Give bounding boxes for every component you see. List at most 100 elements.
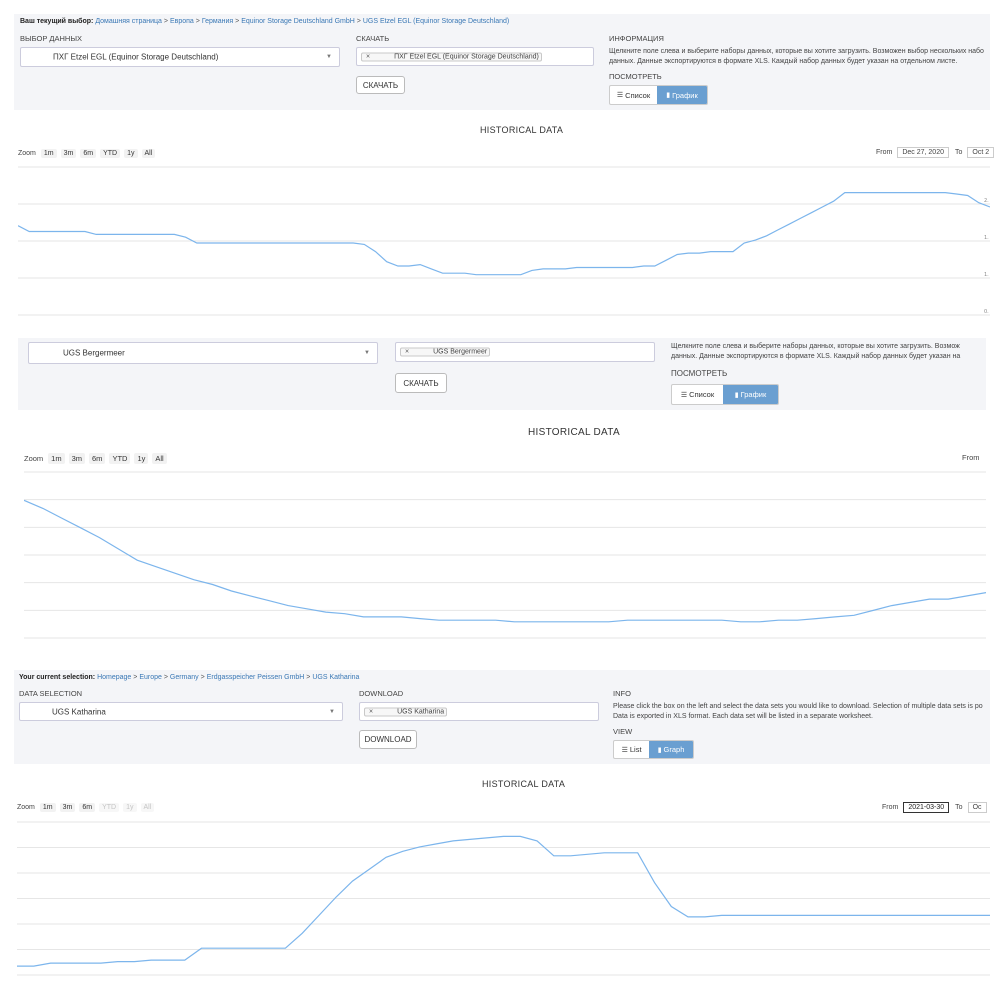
info-label: ИНФОРМАЦИЯ <box>609 34 664 43</box>
series-line <box>18 192 990 276</box>
breadcrumb-link-operator[interactable]: Erdgasspeicher Peissen GmbH <box>206 674 305 681</box>
info-text: Щелкните поле слева и выберите наборы да… <box>671 343 961 360</box>
data-selection-label: DATA SELECTION <box>19 689 83 698</box>
view-graph-button[interactable]: ▮ График <box>657 86 707 104</box>
view-list-button[interactable]: ☰ Список <box>680 390 715 399</box>
from-label: From <box>882 804 899 811</box>
historical-chart-3 <box>17 821 990 976</box>
zoom-3m-button[interactable]: 3m <box>68 453 86 464</box>
download-button[interactable]: СКАЧАТЬ <box>356 76 405 94</box>
breadcrumb-label: Your current selection: <box>19 674 96 681</box>
zoom-all-button[interactable]: All <box>141 149 156 158</box>
download-tag: × UGS Katharina <box>364 707 448 716</box>
view-list-button[interactable]: ☰ Список <box>616 90 651 100</box>
bar-chart-icon: ▮ <box>666 92 671 99</box>
download-tag-label: ПХГ Etzel EGL (Equinor Storage Deutschla… <box>394 53 539 60</box>
breadcrumb: Your current selection: Homepage > Europ… <box>19 674 360 681</box>
view-graph-button[interactable]: ▮ График <box>723 385 778 404</box>
download-tag-input[interactable]: × UGS Katharina <box>359 702 599 721</box>
zoom-1m-button[interactable]: 1m <box>40 149 57 158</box>
view-label: ПОСМОТРЕТЬ <box>671 369 728 378</box>
date-range: From 2021-03-30 To Oc <box>882 802 993 813</box>
remove-x-icon[interactable]: × <box>369 708 374 715</box>
breadcrumb-link-facility[interactable]: UGS Katharina <box>312 674 360 681</box>
zoom-6m-button[interactable]: 6m <box>80 149 97 158</box>
download-tag-input[interactable]: × ПХГ Etzel EGL (Equinor Storage Deutsch… <box>356 47 594 66</box>
caret-down-icon: ▼ <box>364 350 370 356</box>
view-toggle: ☰ Список ▮ График <box>609 85 708 105</box>
from-date-input[interactable]: Dec 27, 2020 <box>897 147 949 158</box>
y-tick-label: 1. <box>984 235 989 241</box>
zoom-ytd-button[interactable]: YTD <box>109 453 131 464</box>
to-label: To <box>955 804 963 811</box>
info-text: Please click the box on the left and sel… <box>613 703 983 720</box>
download-label: DOWNLOAD <box>359 689 404 698</box>
zoom-3m-button[interactable]: 3m <box>60 149 77 158</box>
zoom-1m-button[interactable]: 1m <box>48 453 65 464</box>
zoom-all-button[interactable]: All <box>152 453 167 464</box>
data-selection-value: ПХГ Etzel EGL (Equinor Storage Deutschla… <box>53 52 219 62</box>
zoom-controls: Zoom 1m 3m 6m YTD 1y All <box>18 149 159 158</box>
list-icon: ☰ <box>621 746 628 754</box>
bar-chart-icon: ▮ <box>657 746 662 754</box>
zoom-label: Zoom <box>17 804 35 811</box>
bar-chart-icon: ▮ <box>734 391 739 399</box>
from-date-input[interactable]: 2021-03-30 <box>903 802 950 813</box>
chart-title: HISTORICAL DATA <box>528 427 620 438</box>
selection-panel-2: UGS Bergermeer ▼ × UGS Bergermeer СКАЧАТ… <box>18 338 986 410</box>
breadcrumb: Ваш текущий выбор: Домашняя страница > Е… <box>20 18 510 25</box>
download-tag-input[interactable]: × UGS Bergermeer <box>395 342 655 362</box>
zoom-1y-button[interactable]: 1y <box>123 803 137 812</box>
breadcrumb-link-region[interactable]: Европа <box>169 18 194 25</box>
breadcrumb-link-facility[interactable]: UGS Etzel EGL (Equinor Storage Deutschla… <box>362 18 510 25</box>
to-date-input[interactable]: Oct 2 <box>967 147 995 158</box>
breadcrumb-link-country[interactable]: Germany <box>169 674 199 681</box>
view-graph-button[interactable]: ▮ Graph <box>649 741 693 758</box>
view-list-button[interactable]: ☰ List <box>621 745 642 754</box>
chart-title: HISTORICAL DATA <box>482 779 566 789</box>
breadcrumb-link-region[interactable]: Europe <box>139 674 162 681</box>
breadcrumb-link-country[interactable]: Германия <box>201 18 234 25</box>
data-selection-label: ВЫБОР ДАННЫХ <box>20 34 82 43</box>
info-label: INFO <box>613 689 631 698</box>
zoom-ytd-button[interactable]: YTD <box>100 149 121 158</box>
zoom-label: Zoom <box>24 454 44 463</box>
breadcrumb-link-operator[interactable]: Equinor Storage Deutschland GmbH <box>241 18 355 25</box>
remove-x-icon[interactable]: × <box>405 348 410 356</box>
zoom-ytd-button[interactable]: YTD <box>99 803 120 812</box>
download-button[interactable]: СКАЧАТЬ <box>395 373 447 393</box>
historical-chart-1: 2. 1. 1. 0. <box>18 166 990 316</box>
to-date-input[interactable]: Oc <box>967 802 987 813</box>
series-line <box>17 835 990 967</box>
data-selection-value: UGS Katharina <box>52 707 106 716</box>
date-range: From Dec 27, 2020 To Oct 2 <box>876 147 1000 158</box>
chart-title: HISTORICAL DATA <box>480 125 564 135</box>
data-selection-dropdown[interactable]: UGS Katharina ▼ <box>19 702 343 721</box>
selection-panel-1: Ваш текущий выбор: Домашняя страница > Е… <box>14 14 990 110</box>
data-selection-dropdown[interactable]: ПХГ Etzel EGL (Equinor Storage Deutschla… <box>20 47 340 67</box>
zoom-1y-button[interactable]: 1y <box>124 149 138 158</box>
zoom-6m-button[interactable]: 6m <box>79 803 96 812</box>
breadcrumb-link-home[interactable]: Домашняя страница <box>95 18 162 25</box>
historical-chart-2 <box>24 471 986 639</box>
zoom-all-button[interactable]: All <box>140 803 155 812</box>
data-selection-dropdown[interactable]: UGS Bergermeer ▼ <box>28 342 378 364</box>
view-label: VIEW <box>613 727 633 736</box>
download-tag-label: UGS Bergermeer <box>433 348 488 356</box>
zoom-1y-button[interactable]: 1y <box>134 453 149 464</box>
from-label: From <box>962 453 980 462</box>
zoom-6m-button[interactable]: 6m <box>89 453 106 464</box>
caret-down-icon: ▼ <box>326 54 332 60</box>
zoom-3m-button[interactable]: 3m <box>59 803 76 812</box>
zoom-controls: Zoom 1m 3m 6m YTD 1y All <box>17 803 158 812</box>
download-tag: × UGS Bergermeer <box>400 347 491 357</box>
list-icon: ☰ <box>616 92 624 99</box>
zoom-1m-button[interactable]: 1m <box>39 803 56 812</box>
breadcrumb-link-home[interactable]: Homepage <box>97 674 132 681</box>
download-button[interactable]: DOWNLOAD <box>359 730 417 749</box>
selection-panel-3: Your current selection: Homepage > Europ… <box>14 670 990 764</box>
remove-x-icon[interactable]: × <box>366 53 371 60</box>
list-icon: ☰ <box>680 391 688 399</box>
from-label: From <box>876 149 893 156</box>
